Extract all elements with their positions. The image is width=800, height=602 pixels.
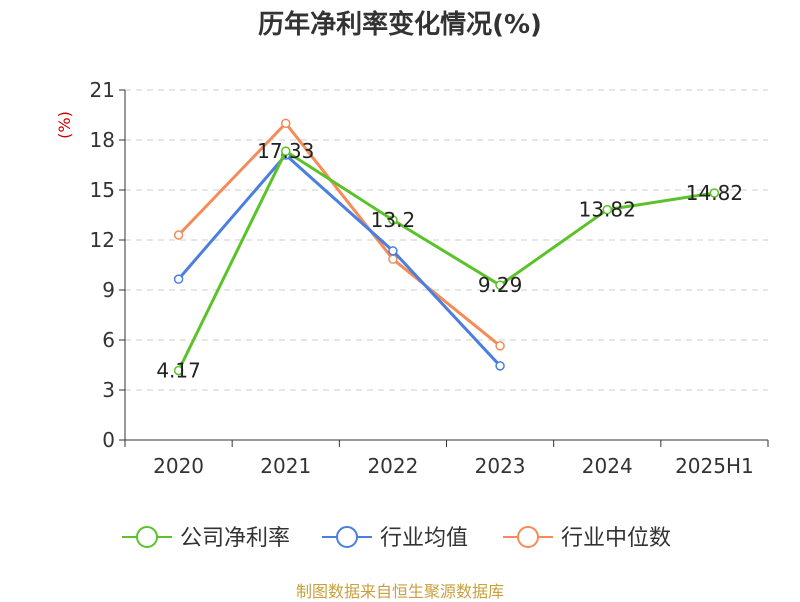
data-label: 9.29 xyxy=(478,273,523,297)
data-point-company xyxy=(602,204,612,215)
y-axis-label: (%) xyxy=(55,111,74,139)
data-point-industry_avg xyxy=(173,274,184,284)
data-label: 17.33 xyxy=(257,139,314,163)
y-tick-label: 12 xyxy=(90,228,115,252)
chart-title: 历年净利率变化情况(%) xyxy=(258,10,542,40)
data-point-company xyxy=(173,365,184,376)
legend-marker-icon xyxy=(336,526,358,548)
x-tick-label: 2023 xyxy=(475,454,526,478)
data-label: 13.82 xyxy=(579,198,636,222)
y-tick-label: 18 xyxy=(90,128,115,152)
legend: 公司净利率 行业均值 行业中位数 xyxy=(122,526,671,551)
data-point-company xyxy=(388,215,398,225)
source-note: 制图数据来自恒生聚源数据库 xyxy=(295,582,504,601)
data-point-industry_median xyxy=(173,230,184,240)
data-point-industry_median xyxy=(495,341,505,351)
data-point-company xyxy=(281,146,291,156)
series-line-company xyxy=(177,149,715,372)
data-label: 13.2 xyxy=(371,208,416,232)
x-tick-label: 2020 xyxy=(153,454,204,478)
data-point-industry_median xyxy=(281,118,291,129)
series-line-industry_median xyxy=(177,121,502,347)
y-tick-label: 0 xyxy=(102,428,115,452)
data-label: 14.82 xyxy=(686,181,743,205)
legend-item-industry_median[interactable]: 行业中位数 xyxy=(503,526,671,551)
y-tick-label: 15 xyxy=(90,178,115,202)
axes xyxy=(119,89,769,447)
data-point-industry_avg xyxy=(495,361,505,371)
data-label: 4.17 xyxy=(156,359,201,383)
data-point-industry_median xyxy=(388,254,398,264)
data-labels: 4.17 17.33 13.2 9.29 13.82 14.82 xyxy=(156,139,743,382)
y-tick-label: 9 xyxy=(102,278,115,302)
x-tick-label: 2025H1 xyxy=(675,454,754,478)
legend-item-company[interactable]: 公司净利率 xyxy=(122,526,290,551)
legend-marker-icon xyxy=(136,526,158,548)
data-point-company xyxy=(495,280,505,290)
y-tick-label: 3 xyxy=(102,378,115,402)
legend-label: 公司净利率 xyxy=(180,526,290,551)
y-tick-label: 6 xyxy=(102,328,115,352)
legend-item-industry_avg[interactable]: 行业均值 xyxy=(322,526,468,551)
series-layer xyxy=(173,118,720,376)
legend-label: 行业中位数 xyxy=(561,526,671,551)
data-point-industry_avg xyxy=(388,246,398,256)
legend-label: 行业均值 xyxy=(380,526,468,551)
x-tick-labels: 2020 2021 2022 2023 2024 2025H1 xyxy=(153,454,754,478)
grid-lines xyxy=(125,89,768,391)
x-tick-label: 2021 xyxy=(260,454,311,478)
data-point-company xyxy=(709,188,720,198)
y-tick-label: 21 xyxy=(90,78,115,102)
x-tick-label: 2022 xyxy=(367,454,418,478)
x-tick-label: 2024 xyxy=(582,454,633,478)
legend-marker-icon xyxy=(517,526,539,548)
series-line-industry_avg xyxy=(177,153,502,367)
y-tick-labels: 0 3 6 9 12 15 18 21 xyxy=(90,78,115,452)
